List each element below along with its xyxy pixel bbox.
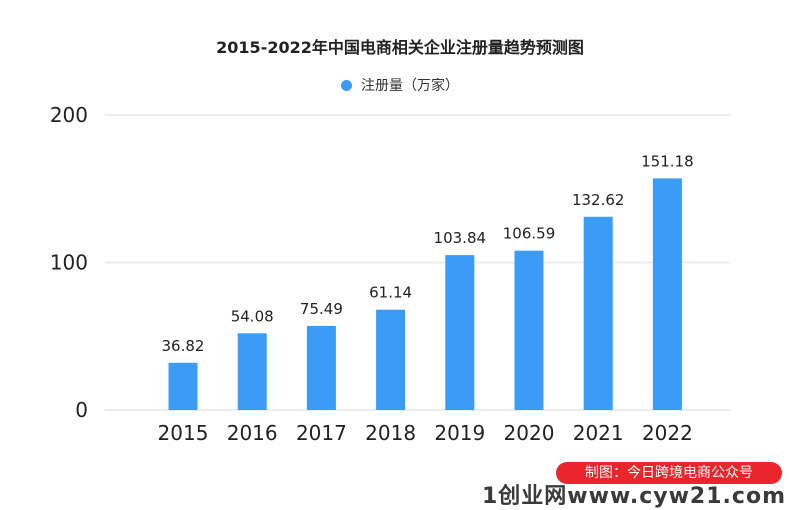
- data-label-2016: 54.08: [231, 307, 274, 325]
- bars: [168, 178, 682, 410]
- x-tick-label-2017: 2017: [296, 421, 347, 445]
- data-label-2017: 75.49: [300, 300, 343, 318]
- x-tick-label-2015: 2015: [158, 421, 209, 445]
- data-label-2021: 132.62: [572, 191, 625, 209]
- y-tick-label: 0: [75, 398, 88, 422]
- x-axis-ticks: 2015 2016 2017 2018 2019 2020 2021 2022: [158, 421, 693, 445]
- data-label-2022: 151.18: [641, 152, 694, 170]
- credit-badge: 制图：今日跨境电商公众号: [556, 462, 782, 484]
- x-tick-label-2019: 2019: [434, 421, 485, 445]
- bar-2017: [306, 325, 336, 410]
- y-tick-label: 100: [50, 251, 88, 275]
- data-labels: 36.82 54.08 75.49 61.14 103.84 106.59 132.62 15…: [162, 152, 694, 354]
- bar-2021: [583, 216, 613, 410]
- x-tick-label-2022: 2022: [642, 421, 693, 445]
- bar-2018: [376, 309, 406, 410]
- y-tick-label: 200: [50, 103, 88, 127]
- y-axis-ticks: 0 100 200: [50, 103, 88, 422]
- data-label-2019: 103.84: [434, 229, 487, 247]
- legend-label: 注册量（万家）: [361, 78, 459, 94]
- x-tick-label-2016: 2016: [227, 421, 278, 445]
- bar-2019: [445, 255, 475, 410]
- x-tick-label-2021: 2021: [573, 421, 624, 445]
- data-label-2015: 36.82: [162, 337, 205, 355]
- watermark: 1创业网www.cyw21.com: [482, 484, 786, 509]
- legend: 注册量（万家）: [0, 75, 800, 95]
- data-label-2018: 61.14: [369, 284, 412, 302]
- x-tick-label-2018: 2018: [365, 421, 416, 445]
- data-label-2020: 106.59: [503, 225, 556, 243]
- bar-2022: [652, 178, 682, 410]
- bar-2016: [237, 333, 267, 410]
- chart-title: 2015-2022年中国电商相关企业注册量趋势预测图: [216, 38, 584, 57]
- bar-2020: [514, 250, 544, 410]
- bar-2015: [168, 362, 198, 410]
- gridlines: [105, 114, 730, 411]
- legend-swatch: [341, 80, 352, 91]
- x-tick-label-2020: 2020: [504, 421, 555, 445]
